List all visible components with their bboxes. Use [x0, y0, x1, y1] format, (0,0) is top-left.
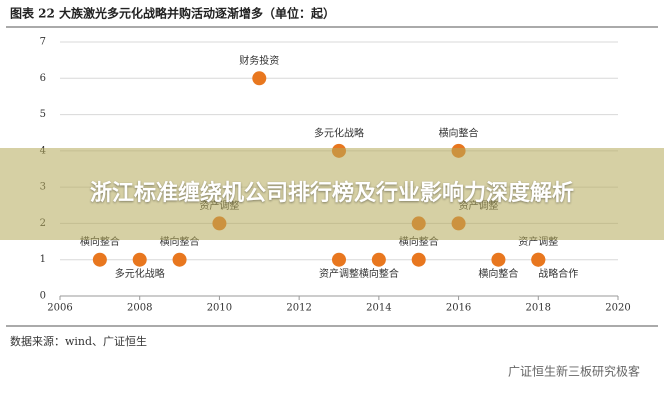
y-tick-label: 0: [40, 291, 46, 302]
point: [332, 252, 346, 267]
y-tick-label: 1: [40, 254, 46, 265]
y-tick-label: 6: [40, 73, 46, 84]
x-tick-label: 2016: [446, 303, 471, 314]
source: 数据来源：wind、广证恒生: [10, 334, 147, 348]
x-tick-label: 2014: [366, 303, 391, 314]
point: [252, 71, 267, 86]
banner-text: 浙江标准缠绕机公司排行榜及行业影响力深度解析: [89, 181, 574, 206]
point: [132, 252, 147, 267]
point-label: 横向整合: [359, 267, 399, 280]
point: [92, 252, 107, 267]
point: [371, 252, 386, 267]
point-label: 多元化战略: [115, 267, 165, 280]
title: 图表 22 大族激光多元化战略并购活动逐渐增多（单位：起）: [10, 6, 335, 21]
point-label: 财务投资: [239, 54, 279, 67]
point-label: 战略合作: [538, 267, 578, 280]
x-tick-label: 2018: [526, 303, 551, 314]
banner: 浙江标准缠绕机公司排行榜及行业影响力深度解析: [0, 148, 664, 240]
x-tick-label: 2008: [127, 303, 152, 314]
x-tick-label: 2012: [286, 303, 311, 314]
point: [491, 252, 506, 267]
x-tick-label: 2010: [207, 303, 232, 314]
point-label: 横向整合: [478, 267, 518, 280]
point: [531, 252, 546, 267]
point-label: 横向整合: [439, 126, 479, 139]
x-tick-label: 2020: [605, 303, 630, 314]
point: [172, 252, 187, 267]
point-label: 资产调整: [319, 267, 359, 280]
point: [411, 252, 426, 267]
y-tick-label: 5: [40, 109, 46, 120]
y-tick-label: 7: [40, 37, 46, 48]
x-tick-label: 2006: [47, 303, 72, 314]
watermark: 广证恒生新三板研究极客: [508, 364, 640, 379]
point-label: 多元化战略: [314, 126, 364, 139]
